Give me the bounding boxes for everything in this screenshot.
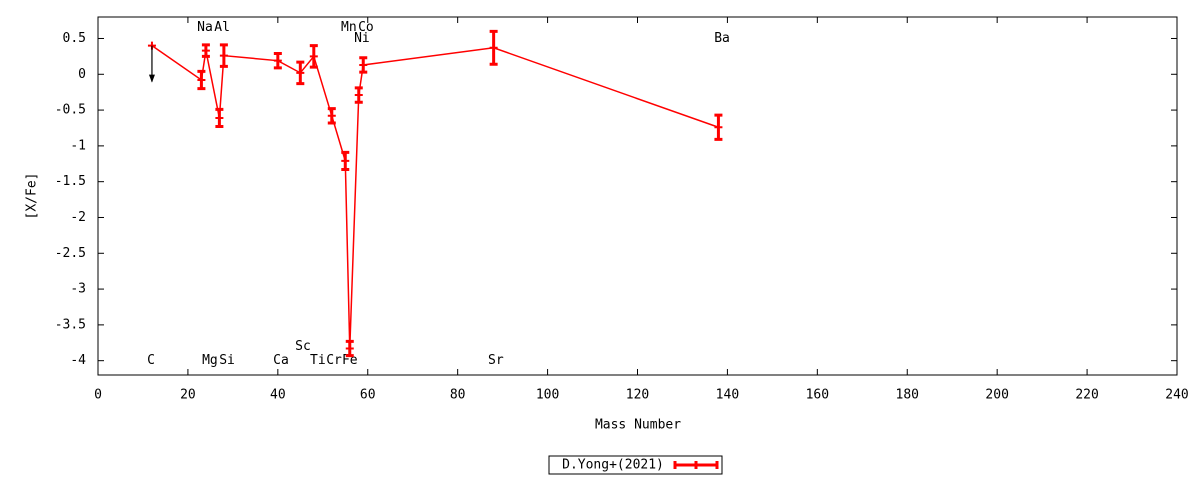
point bbox=[197, 76, 206, 85]
x-tick-label: 60 bbox=[360, 388, 376, 403]
x-tick-label: 20 bbox=[180, 388, 196, 403]
y-axis-label: [X/Fe] bbox=[25, 173, 40, 220]
element-label: Mn bbox=[341, 20, 357, 35]
x-tick-label: 240 bbox=[1165, 388, 1188, 403]
point bbox=[201, 46, 210, 55]
point bbox=[489, 43, 498, 52]
point bbox=[219, 51, 228, 60]
y-tick-label: -1 bbox=[70, 138, 86, 153]
x-tick-label: 180 bbox=[896, 388, 919, 403]
point bbox=[273, 56, 282, 65]
element-label: Ca bbox=[273, 353, 289, 368]
element-label: Cr bbox=[326, 353, 342, 368]
y-tick-label: -1.5 bbox=[55, 174, 86, 189]
x-tick-label: 200 bbox=[985, 388, 1008, 403]
x-tick-label: 0 bbox=[94, 388, 102, 403]
point bbox=[309, 52, 318, 61]
legend-label: D.Yong+(2021) bbox=[562, 458, 664, 473]
element-label: Ba bbox=[714, 31, 730, 46]
element-label: Al bbox=[214, 20, 230, 35]
y-tick-label: -2 bbox=[70, 210, 86, 225]
x-tick-label: 220 bbox=[1075, 388, 1098, 403]
x-tick-label: 100 bbox=[536, 388, 559, 403]
element-label: Co bbox=[358, 20, 374, 35]
y-tick-label: -3.5 bbox=[55, 317, 86, 332]
point bbox=[215, 113, 224, 122]
element-label: Ti bbox=[310, 353, 326, 368]
element-label: Sc bbox=[295, 339, 311, 354]
point bbox=[341, 156, 350, 165]
element-label: Sr bbox=[488, 353, 504, 368]
point bbox=[354, 91, 363, 100]
y-tick-label: -0.5 bbox=[55, 103, 86, 118]
element-label: C bbox=[147, 353, 155, 368]
point bbox=[359, 60, 368, 69]
series-line bbox=[151, 45, 719, 349]
y-tick-label: -4 bbox=[70, 353, 86, 368]
point bbox=[345, 344, 354, 353]
x-tick-label: 80 bbox=[450, 388, 466, 403]
x-tick-label: 40 bbox=[270, 388, 286, 403]
legend-swatch bbox=[673, 461, 719, 469]
element-label: Mg bbox=[202, 353, 218, 368]
point bbox=[714, 123, 723, 132]
plot-frame bbox=[97, 16, 1178, 376]
point bbox=[296, 68, 305, 77]
legend-box bbox=[548, 455, 723, 475]
element-label: Na bbox=[197, 20, 213, 35]
point bbox=[327, 111, 336, 120]
x-tick-label: 140 bbox=[716, 388, 739, 403]
upper-limit-arrowhead bbox=[148, 74, 155, 83]
element-label: Ni bbox=[354, 31, 370, 46]
x-tick-label: 160 bbox=[806, 388, 829, 403]
y-tick-label: 0 bbox=[78, 67, 86, 82]
x-axis-label: Mass Number bbox=[595, 418, 681, 433]
x-tick-label: 120 bbox=[626, 388, 649, 403]
y-tick-label: -2.5 bbox=[55, 246, 86, 261]
y-tick-label: 0.5 bbox=[63, 31, 86, 46]
element-label: Si bbox=[219, 353, 235, 368]
y-tick-label: -3 bbox=[70, 282, 86, 297]
